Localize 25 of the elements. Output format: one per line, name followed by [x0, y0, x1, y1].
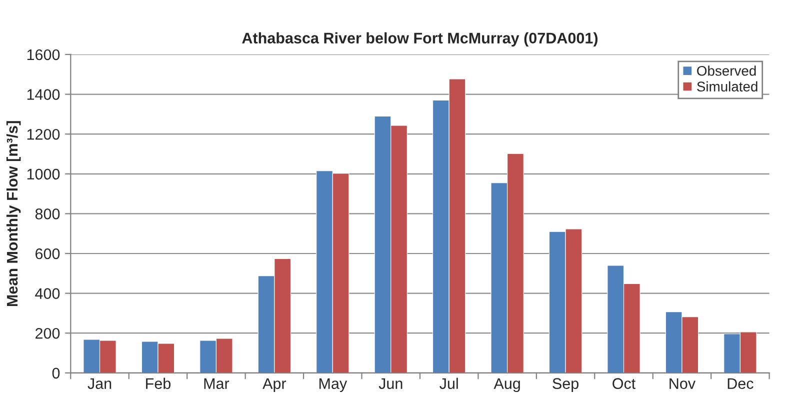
x-tick-label: Feb [146, 378, 171, 389]
y-tick-label: 800 [35, 208, 60, 220]
x-tick-label: Oct [612, 378, 636, 389]
x-tick-label: Jun [378, 378, 402, 389]
y-tick-label: 400 [35, 288, 60, 299]
x-tick-label: Nov [670, 378, 696, 389]
y-tick-label: 1200 [27, 128, 60, 140]
legend-label: Simulated [697, 81, 758, 92]
x-tick-label: Sep [552, 378, 578, 392]
y-tick-label: 0 [52, 368, 60, 379]
y-tick-label: 1000 [27, 168, 60, 180]
y-tick-label: 600 [36, 248, 60, 260]
y-axis-title: Mean Monthly Flow [m³/s] [6, 121, 21, 306]
x-tick-label: Mar [204, 378, 230, 389]
x-tick-label: Dec [728, 378, 754, 389]
y-tick-label: 1400 [27, 89, 60, 100]
x-tick-label: Apr [262, 378, 286, 392]
chart-title: Athabasca River below Fort McMurray (07DA001) [242, 32, 598, 47]
legend-label: Observed [697, 66, 756, 76]
x-tick-label: Jan [88, 378, 112, 389]
x-tick-label: Aug [494, 378, 520, 392]
x-tick-label: May [319, 378, 348, 392]
y-tick-label: 200 [36, 328, 60, 339]
x-tick-label: Jul [440, 378, 458, 389]
y-tick-label: 1600 [27, 49, 60, 60]
